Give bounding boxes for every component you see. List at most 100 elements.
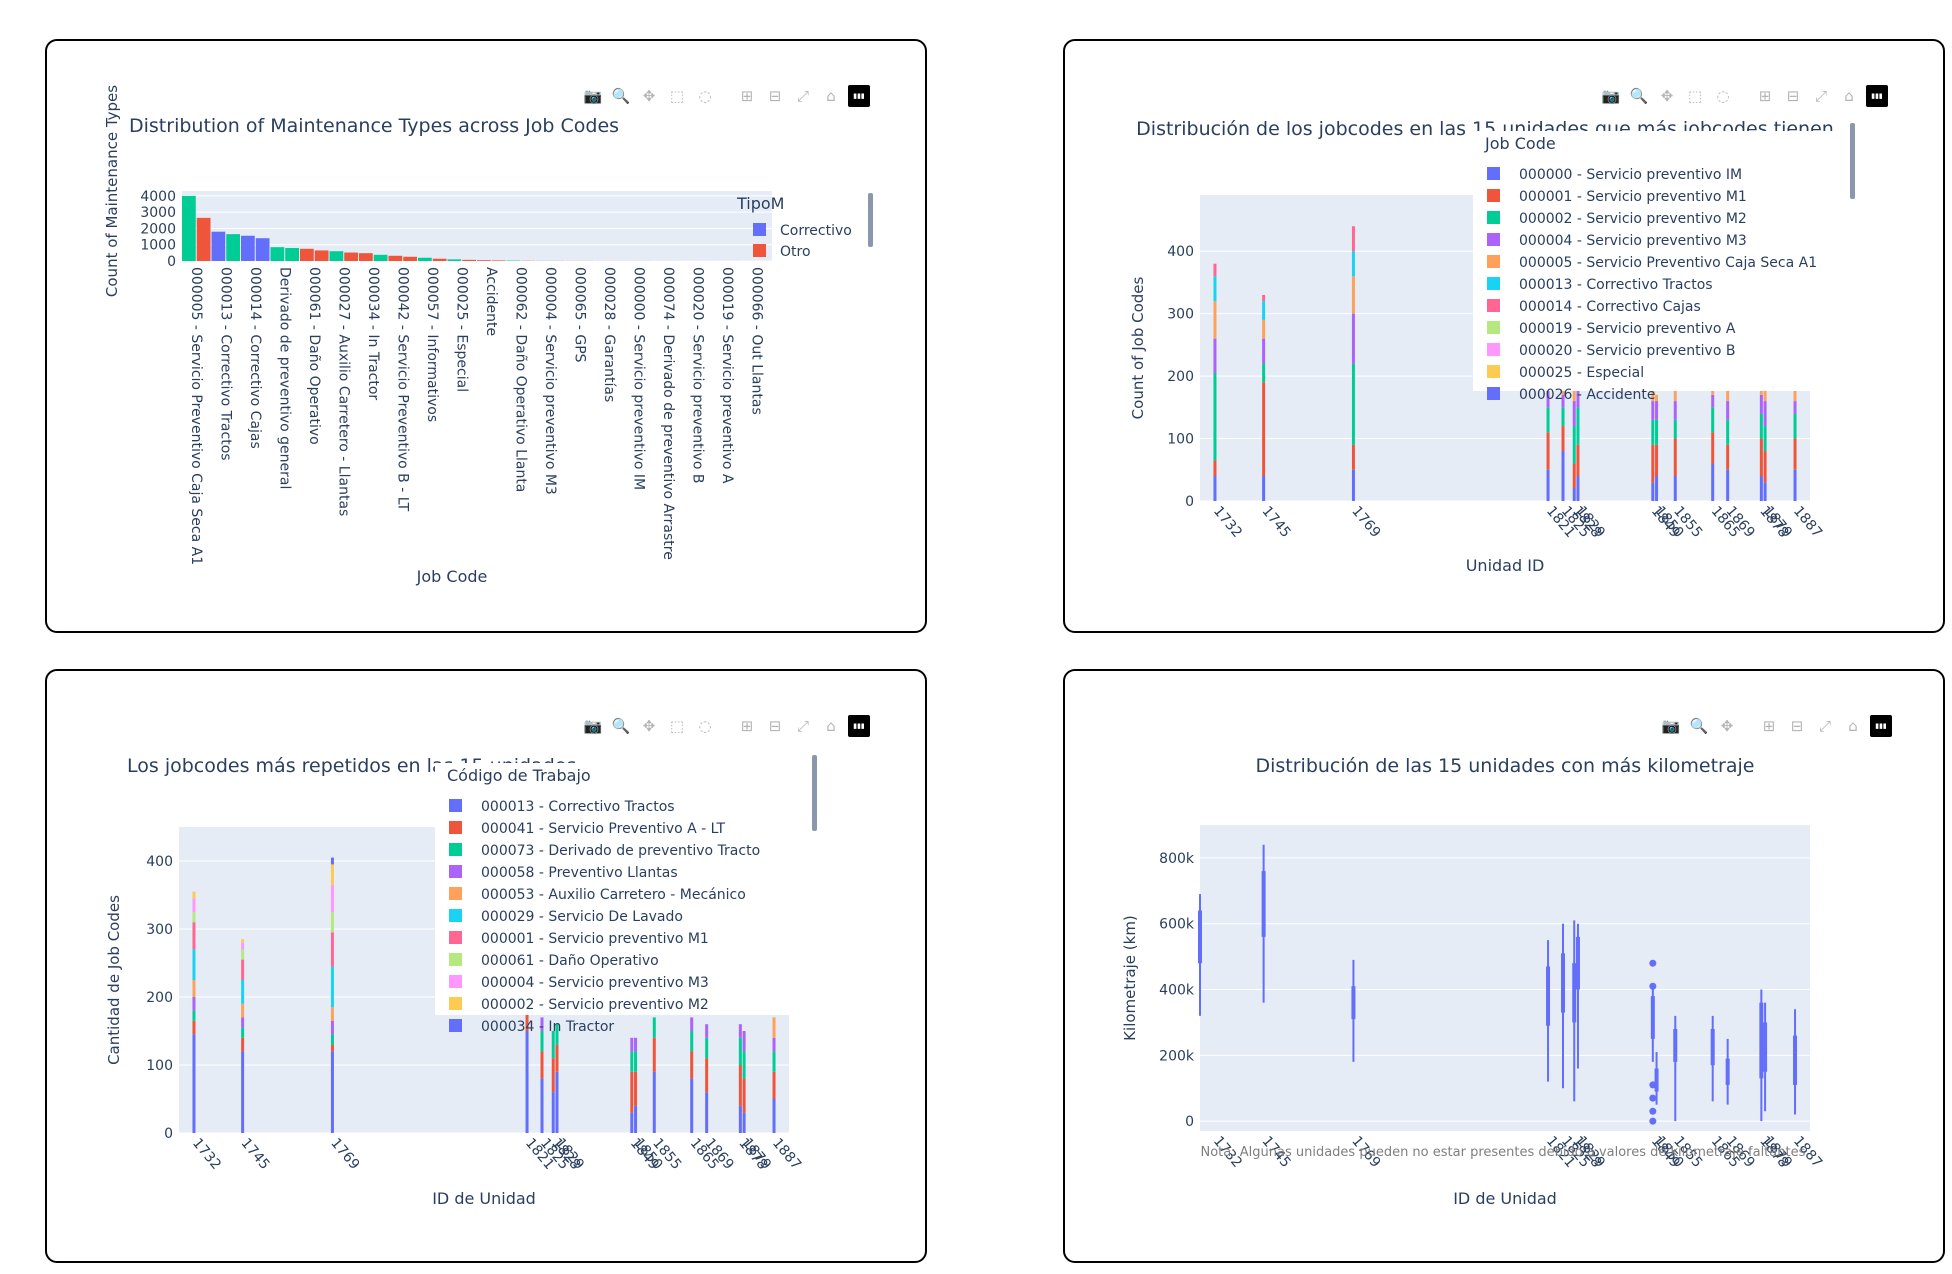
legend-box bbox=[435, 763, 825, 1015]
bar-segment bbox=[634, 1071, 638, 1106]
camera-icon[interactable]: 📷 bbox=[1601, 87, 1621, 105]
zoom-out-icon[interactable]: ⊟ bbox=[1790, 717, 1804, 735]
zoom-icon[interactable]: 🔍 bbox=[611, 87, 631, 105]
bar-segment bbox=[1351, 313, 1355, 364]
legend-box bbox=[1473, 131, 1863, 391]
bar-segment bbox=[1262, 476, 1266, 501]
legend-label: Correctivo bbox=[780, 223, 852, 239]
camera-icon[interactable]: 📷 bbox=[583, 87, 603, 105]
zoom-out-icon[interactable]: ⊟ bbox=[768, 87, 782, 105]
pan-icon[interactable]: ✥ bbox=[642, 717, 656, 735]
bar-segment bbox=[1655, 394, 1659, 402]
bar-segment bbox=[1572, 426, 1576, 464]
legend-swatch bbox=[1487, 211, 1500, 224]
zoom-in-icon[interactable]: ⊞ bbox=[740, 717, 754, 735]
bar-segment bbox=[742, 1112, 746, 1133]
lasso-icon[interactable]: ◌ bbox=[1716, 87, 1730, 105]
autoscale-icon[interactable]: ⤢ bbox=[796, 717, 809, 735]
plotly-logo-icon[interactable]: ▮▮▮ bbox=[848, 85, 870, 107]
x-tick-label: 000042 - Servicio Preventivo B - LT bbox=[394, 267, 410, 512]
zoom-icon[interactable]: 🔍 bbox=[611, 717, 631, 735]
autoscale-icon[interactable]: ⤢ bbox=[1818, 717, 1831, 735]
box bbox=[1198, 910, 1202, 964]
home-icon[interactable]: ⌂ bbox=[1848, 717, 1858, 735]
y-tick-label: 2000 bbox=[140, 221, 176, 237]
zoom-out-icon[interactable]: ⊟ bbox=[1786, 87, 1800, 105]
lasso-icon[interactable]: ◌ bbox=[698, 87, 712, 105]
bar bbox=[359, 253, 373, 261]
autoscale-icon[interactable]: ⤢ bbox=[796, 87, 809, 105]
bar-segment bbox=[330, 857, 334, 865]
bar-segment bbox=[1711, 407, 1715, 433]
pan-icon[interactable]: ✥ bbox=[1660, 87, 1674, 105]
plotly-logo-icon[interactable]: ▮▮▮ bbox=[848, 715, 870, 737]
bar-segment bbox=[192, 1034, 196, 1133]
camera-icon[interactable]: 📷 bbox=[583, 717, 603, 735]
bar-segment bbox=[1262, 338, 1266, 364]
x-tick-label: 000057 - Informativos bbox=[424, 267, 440, 422]
bar-segment bbox=[705, 1092, 709, 1133]
legend-swatch bbox=[1487, 277, 1500, 290]
bar-segment bbox=[1673, 388, 1677, 402]
x-tick-label: 1769 bbox=[1348, 503, 1383, 541]
bar-segment bbox=[1546, 469, 1550, 501]
bar-segment bbox=[551, 1031, 555, 1059]
bar bbox=[329, 251, 344, 261]
legend-label: 000026 - Accidente bbox=[1519, 387, 1656, 403]
zoom-icon[interactable]: 🔍 bbox=[1689, 717, 1709, 735]
zoom-icon[interactable]: 🔍 bbox=[1629, 87, 1649, 105]
x-tick-label: 1769 bbox=[327, 1135, 362, 1173]
bar-segment bbox=[742, 1031, 746, 1052]
home-icon[interactable]: ⌂ bbox=[826, 717, 836, 735]
bar-segment bbox=[1726, 444, 1730, 470]
bar-segment bbox=[555, 1071, 559, 1133]
camera-icon[interactable]: 📷 bbox=[1661, 717, 1681, 735]
zoom-out-icon[interactable]: ⊟ bbox=[768, 717, 782, 735]
bar-segment bbox=[1561, 426, 1565, 452]
bar-segment bbox=[1262, 382, 1266, 477]
bar-segment bbox=[241, 949, 245, 960]
legend-title: Job Code bbox=[1484, 134, 1556, 153]
panel-jobcodes-top-units: 📷 🔍 ✥ ⬚ ◌ ⊞ ⊟ ⤢ ⌂ ▮▮▮ 0 100 200 300 400 1732 1745 1769 18… bbox=[1063, 39, 1945, 633]
plotly-logo-icon[interactable]: ▮▮▮ bbox=[1870, 715, 1892, 737]
bar-segment bbox=[555, 1024, 559, 1045]
zoom-in-icon[interactable]: ⊞ bbox=[740, 87, 754, 105]
bar-segment bbox=[1763, 482, 1767, 501]
bar-segment bbox=[1213, 338, 1217, 373]
zoom-in-icon[interactable]: ⊞ bbox=[1762, 717, 1776, 735]
bar-segment bbox=[1213, 476, 1217, 501]
bar-segment bbox=[1673, 419, 1677, 439]
pan-icon[interactable]: ✥ bbox=[642, 87, 656, 105]
bar bbox=[432, 258, 447, 261]
bar-segment bbox=[1572, 488, 1576, 501]
bar-segment bbox=[330, 1044, 334, 1052]
modebar: 📷 🔍 ✥ ⊞ ⊟ ⤢ ⌂ ▮▮▮ bbox=[1660, 715, 1892, 737]
x-tick-label: 1732 bbox=[1210, 503, 1245, 541]
box-select-icon[interactable]: ⬚ bbox=[669, 717, 685, 735]
pan-icon[interactable]: ✥ bbox=[1720, 717, 1734, 735]
zoom-in-icon[interactable]: ⊞ bbox=[1758, 87, 1772, 105]
y-tick-label: 0 bbox=[1185, 494, 1194, 510]
x-tick-label: 000020 - Servicio preventivo B bbox=[689, 267, 705, 483]
bar-segment bbox=[738, 1024, 742, 1038]
lasso-icon[interactable]: ◌ bbox=[698, 717, 712, 735]
box-select-icon[interactable]: ⬚ bbox=[669, 87, 685, 105]
x-axis-title: ID de Unidad bbox=[1453, 1189, 1557, 1208]
bar-segment bbox=[1561, 407, 1565, 427]
box-select-icon[interactable]: ⬚ bbox=[1687, 87, 1703, 105]
x-tick-label: 000005 - Servicio Preventivo Caja Seca A… bbox=[188, 267, 204, 565]
legend-title: Código de Trabajo bbox=[447, 766, 591, 785]
home-icon[interactable]: ⌂ bbox=[826, 87, 836, 105]
autoscale-icon[interactable]: ⤢ bbox=[1814, 87, 1827, 105]
legend-label: 000019 - Servicio preventivo A bbox=[1519, 321, 1736, 337]
plotly-logo-icon[interactable]: ▮▮▮ bbox=[1866, 85, 1888, 107]
y-tick-label: 800k bbox=[1159, 851, 1195, 867]
y-tick-label: 0 bbox=[164, 1126, 173, 1142]
x-tick-label: 1887 bbox=[1790, 503, 1825, 541]
home-icon[interactable]: ⌂ bbox=[1844, 87, 1854, 105]
legend-label: 000034 - In Tractor bbox=[481, 1019, 614, 1035]
legend-label: 000002 - Servicio preventivo M2 bbox=[481, 997, 709, 1013]
legend-swatch bbox=[449, 821, 462, 834]
chart-title: Distribution of Maintenance Types across… bbox=[129, 115, 619, 137]
